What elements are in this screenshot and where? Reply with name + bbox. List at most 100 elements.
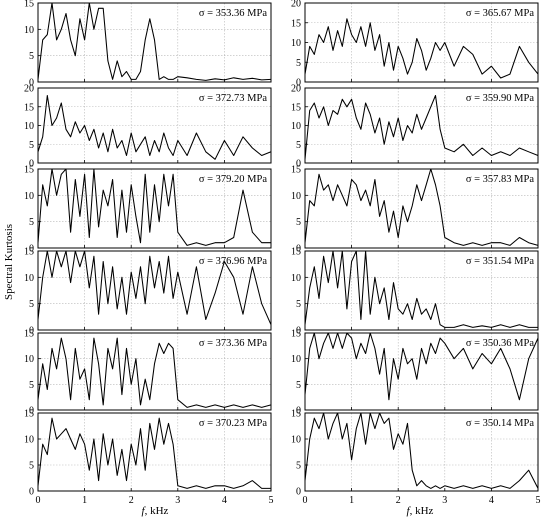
plot-frame [37,332,272,411]
y-tick-label: 10 [291,435,301,446]
kurtosis-series-line [304,332,539,401]
kurtosis-series-line [37,94,272,160]
stress-annotation: σ = 379.20 MPa [199,174,268,185]
panel-2: 0 5 10 15 20 σ = 365.67 MPa [291,0,539,89]
y-tick-label: 15 [24,329,34,340]
y-tick-label: 15 [291,409,301,420]
y-tick-label: 0 [296,487,301,498]
y-tick-label: 10 [291,121,301,132]
y-tick-label: 5 [296,58,301,69]
y-tick-label: 0 [296,406,301,417]
y-tick-label: 0 [296,78,301,89]
x-tick-label: 1 [82,495,87,506]
x-tick-label: 3 [175,495,180,506]
y-tick-label: 0 [29,244,34,255]
kurtosis-series-line [37,168,271,246]
y-tick-label: 0 [29,406,34,417]
x-tick-label: 0 [303,495,308,506]
stress-annotation: σ = 372.73 MPa [199,93,268,104]
plot-frame [37,2,272,83]
x-tick-label: 5 [269,495,274,506]
x-axis-label-right: f, kHz [407,505,434,517]
y-tick-label: 10 [24,354,34,365]
panel-4: 0 5 10 15 20 σ = 359.90 MPa [291,84,539,170]
y-tick-label: 15 [24,102,34,113]
y-tick-label: 15 [291,247,301,258]
kurtosis-series-line [304,18,539,79]
y-tick-label: 5 [296,299,301,310]
x-tick-label: 5 [536,495,541,506]
y-tick-label: 0 [29,159,34,170]
y-tick-label: 5 [29,461,34,472]
stress-annotation: σ = 370.23 MPa [199,418,268,429]
kurtosis-series-line [37,417,271,489]
y-tick-label: 10 [24,191,34,202]
y-tick-label: 10 [291,38,301,49]
y-tick-label: 10 [291,354,301,365]
y-tick-label: 5 [29,51,34,62]
svg-text:f, kHz: f, kHz [407,505,434,517]
y-tick-label: 10 [291,191,301,202]
x-axis-label-symbol: f [142,505,147,517]
kurtosis-series-line [37,250,272,325]
panel-8: 0 5 10 15 σ = 351.54 MPa [291,247,539,337]
x-tick-label: 2 [396,495,401,506]
y-tick-label: 10 [24,121,34,132]
plot-frame [304,168,539,249]
y-tick-label: 5 [29,140,34,151]
stress-annotation: σ = 359.90 MPa [466,93,535,104]
x-axis-label-unit: , kHz [145,505,169,517]
y-tick-label: 0 [296,244,301,255]
y-tick-label: 20 [291,0,301,10]
plot-frame [37,412,272,492]
plot-frame [304,332,539,411]
stress-annotation: σ = 353.36 MPa [199,8,268,19]
y-tick-label: 5 [296,140,301,151]
stress-annotation: σ = 373.36 MPa [199,338,268,349]
y-tick-label: 5 [29,217,34,228]
stress-annotation: σ = 350.36 MPa [466,338,535,349]
y-tick-label: 0 [29,326,34,337]
y-tick-label: 20 [291,84,301,95]
x-tick-label: 2 [129,495,134,506]
y-tick-label: 10 [24,435,34,446]
y-tick-label: 20 [24,84,34,95]
plot-frame [304,250,539,331]
panel-9: 0 5 10 15 σ = 373.36 MPa [24,329,272,417]
kurtosis-series-line [304,250,538,328]
y-tick-label: 10 [24,273,34,284]
panel-3: 0 5 10 15 20 σ = 372.73 MPa [24,84,272,170]
plot-frame [304,412,539,492]
kurtosis-series-line [304,412,539,489]
x-tick-label: 4 [222,495,227,506]
x-axis-label-symbol: f [407,505,412,517]
kurtosis-series-line [304,94,539,160]
y-tick-label: 15 [291,329,301,340]
panel-1: 0 5 10 15 σ = 353.36 MPa [24,0,272,89]
y-tick-label: 0 [296,159,301,170]
x-tick-label: 3 [442,495,447,506]
svg-text:f, kHz: f, kHz [142,505,169,517]
x-tick-label: 4 [489,495,494,506]
plot-frame [37,168,272,249]
y-tick-label: 15 [291,102,301,113]
y-axis-label: Spectral Kurtosis [3,224,15,300]
panel-7: 0 5 10 15 σ = 376.96 MPa [24,247,272,337]
y-tick-label: 5 [296,217,301,228]
x-tick-label: 0 [36,495,41,506]
y-tick-label: 10 [291,273,301,284]
y-tick-label: 15 [24,165,34,176]
y-tick-label: 0 [29,78,34,89]
kurtosis-series-line [304,168,539,246]
plot-frame [37,250,272,331]
stress-annotation: σ = 357.83 MPa [466,174,535,185]
y-tick-label: 15 [24,247,34,258]
y-tick-label: 5 [29,380,34,391]
y-tick-label: 5 [296,380,301,391]
kurtosis-series-line [37,337,272,408]
stress-annotation: σ = 365.67 MPa [466,8,535,19]
panel-6: 0 5 10 15 σ = 357.83 MPa [291,165,539,255]
